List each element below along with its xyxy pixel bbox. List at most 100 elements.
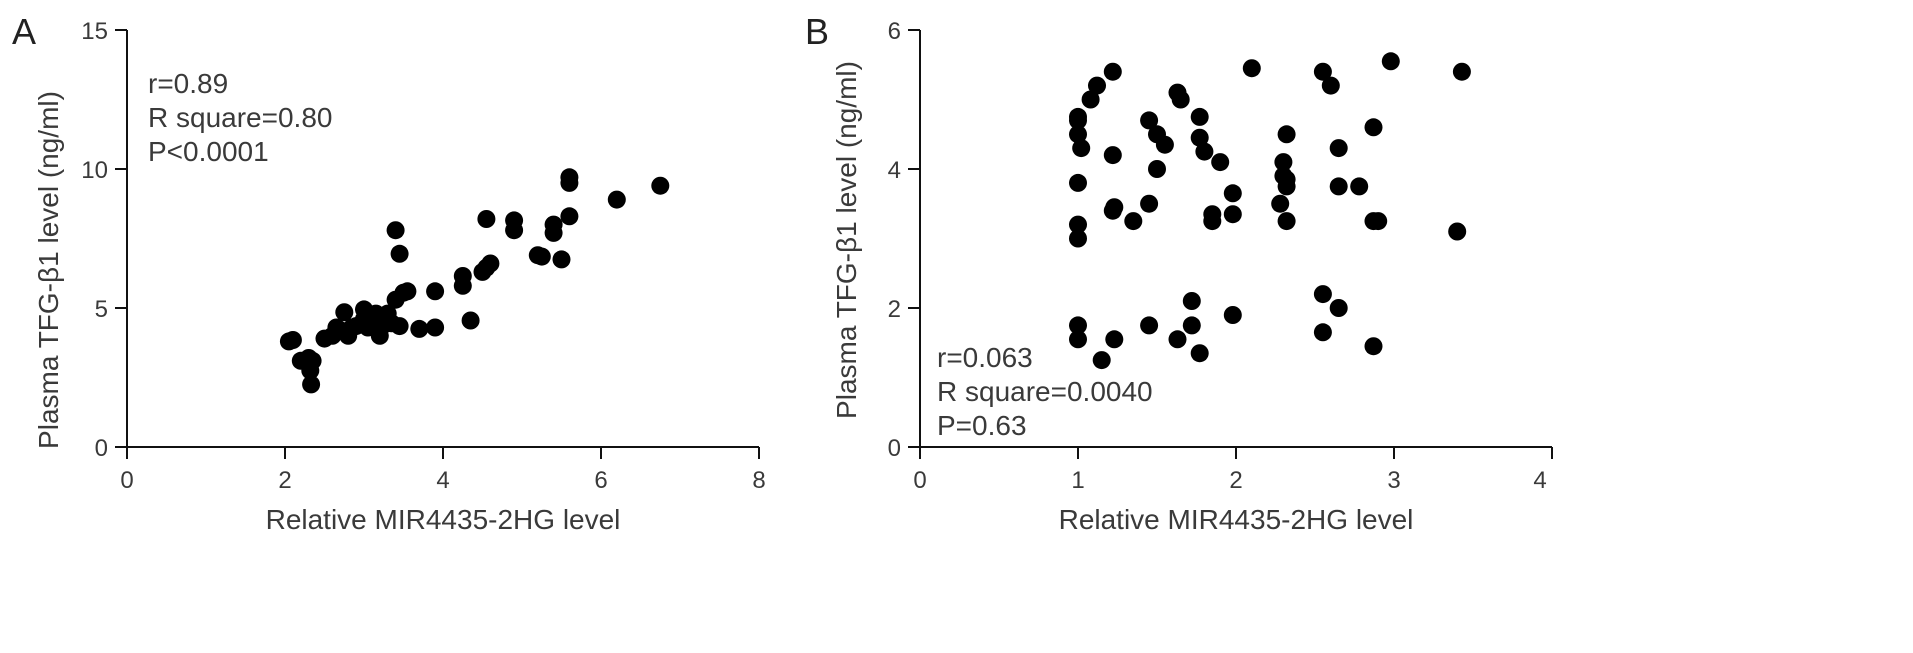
panel-a-x-tick-label: 2 — [278, 467, 291, 494]
panel-b-y-tick-label: 2 — [888, 296, 901, 323]
panel-b-x-ticks: 0 1 2 3 4 — [913, 447, 1553, 494]
panel-b-data-point — [1072, 139, 1091, 158]
panel-b-data-point — [1171, 90, 1190, 109]
panel-b-data-point — [1081, 90, 1100, 109]
panel-b-y-ticks: 0 2 4 6 — [888, 18, 920, 462]
panel-a-data-point — [607, 190, 626, 209]
panel-b-data-point — [1168, 330, 1187, 349]
panel-b-data-point — [1069, 215, 1087, 234]
panel-b-data-point — [1364, 337, 1383, 356]
panel-b-data-point — [1381, 52, 1400, 71]
panel-a-stat-p-value: P<0.0001 — [148, 136, 269, 167]
panel-a-data-point — [544, 215, 563, 234]
panel-a-data-point — [426, 318, 445, 337]
panel-b-label: B — [805, 11, 829, 52]
panel-a-data-point — [283, 331, 302, 349]
panel-b-data-point — [1103, 146, 1122, 165]
panel-a-data-point — [453, 276, 472, 295]
panel-b-data-point — [1069, 107, 1087, 126]
panel-b-data-point — [1277, 177, 1296, 196]
panel-b-data-point — [1364, 118, 1383, 137]
panel-b-data-point — [1069, 173, 1087, 192]
panel-a-stats: r=0.89 R square=0.80 P<0.0001 — [148, 68, 332, 167]
panel-a-y-tick-label: 10 — [81, 157, 108, 184]
panel-b-data-point — [1195, 142, 1214, 161]
panel-b-data-point — [1124, 212, 1143, 231]
panel-b-data-point — [1088, 76, 1106, 95]
panel-a-data-point — [335, 303, 354, 322]
panel-a-x-ticks: 0 2 4 6 8 — [120, 447, 766, 494]
panel-b-scatter-chart: B 0 2 4 6 0 1 2 3 4 Relative MIR4435-2HG… — [805, 11, 1553, 535]
panel-a-y-tick-label: 15 — [81, 18, 108, 45]
panel-b-data-point — [1203, 212, 1222, 231]
panel-b-y-tick-label: 0 — [888, 435, 901, 462]
panel-a-data-point — [461, 311, 480, 330]
panel-b-data-point — [1148, 160, 1166, 178]
panel-a-data-point — [477, 210, 496, 228]
panel-a-label: A — [12, 11, 36, 52]
panel-b-x-tick-label: 3 — [1387, 467, 1400, 494]
panel-b-data-point — [1350, 177, 1369, 196]
panel-a-data-point — [426, 282, 445, 301]
panel-a-data-point — [303, 351, 322, 370]
panel-b-data-point — [1242, 59, 1261, 78]
panel-b-data-point — [1103, 62, 1122, 81]
panel-a-data-point — [505, 211, 524, 230]
panel-a-scatter-chart: A 0 5 10 15 0 2 4 6 8 Relative MIR4435-2… — [12, 11, 766, 535]
panel-b-stat-p-value: P=0.63 — [937, 410, 1027, 441]
panel-a-points — [279, 168, 670, 394]
panel-a-y-axis-label: Plasma TFG-β1 level (ng/ml) — [33, 91, 64, 449]
panel-a-data-point — [390, 317, 409, 336]
panel-b-x-tick-label: 1 — [1071, 467, 1084, 494]
panel-a-data-point — [302, 375, 321, 394]
panel-b-data-point — [1140, 194, 1159, 213]
panel-b-data-point — [1155, 135, 1174, 154]
panel-b-data-point — [1329, 139, 1348, 158]
panel-b-y-axis-label: Plasma TFG-β1 level (ng/ml) — [831, 61, 862, 419]
panel-a-data-point — [560, 168, 579, 187]
panel-b-data-point — [1190, 128, 1209, 147]
panel-b-data-point — [1069, 229, 1087, 248]
panel-b-data-point — [1369, 212, 1388, 231]
panel-b-data-point — [1140, 316, 1159, 335]
panel-b-data-point — [1277, 125, 1296, 144]
panel-b-data-point — [1313, 323, 1332, 342]
panel-b-data-point — [1329, 177, 1348, 196]
panel-b-data-point — [1313, 285, 1332, 304]
panel-b-stat-r: r=0.063 — [937, 342, 1033, 373]
panel-a-y-tick-label: 5 — [95, 296, 108, 323]
panel-b-data-point — [1274, 153, 1293, 172]
panel-b-data-point — [1182, 292, 1201, 310]
panel-a-data-point — [532, 247, 551, 266]
panel-a-y-ticks: 0 5 10 15 — [81, 18, 127, 462]
panel-b-data-point — [1069, 125, 1087, 144]
panel-b-data-point — [1182, 316, 1201, 335]
panel-b-data-point — [1223, 184, 1242, 203]
panel-a-data-point — [390, 244, 409, 263]
panel-b-data-point — [1223, 306, 1242, 324]
panel-a-data-point — [386, 221, 405, 240]
panel-a-data-point — [552, 250, 571, 269]
panel-a-x-tick-label: 0 — [120, 467, 133, 494]
panel-b-data-point — [1223, 205, 1242, 224]
panel-b-data-point — [1277, 212, 1296, 231]
panel-b-x-tick-label: 0 — [913, 467, 926, 494]
panel-b-data-point — [1092, 351, 1111, 370]
panel-b-data-point — [1105, 198, 1124, 217]
panel-b-data-point — [1190, 107, 1209, 126]
panel-b-x-tick-label: 2 — [1229, 467, 1242, 494]
panel-b-data-point — [1069, 316, 1087, 335]
panel-b-x-axis-label: Relative MIR4435-2HG level — [1059, 504, 1414, 535]
panel-b-data-point — [1452, 62, 1471, 81]
panel-b-data-point — [1448, 222, 1467, 241]
panel-b-x-tick-label: 4 — [1533, 467, 1546, 494]
panel-b-data-point — [1329, 299, 1348, 317]
panel-a-x-tick-label: 6 — [594, 467, 607, 494]
panel-b-stat-r-square: R square=0.0040 — [937, 376, 1153, 407]
panel-a-x-tick-label: 4 — [436, 467, 449, 494]
panel-a-data-point — [560, 207, 579, 226]
panel-a-stat-r-square: R square=0.80 — [148, 102, 332, 133]
panel-b-data-point — [1271, 194, 1290, 213]
panel-b-stats: r=0.063 R square=0.0040 P=0.63 — [937, 342, 1153, 441]
panel-a-data-point — [651, 176, 670, 195]
